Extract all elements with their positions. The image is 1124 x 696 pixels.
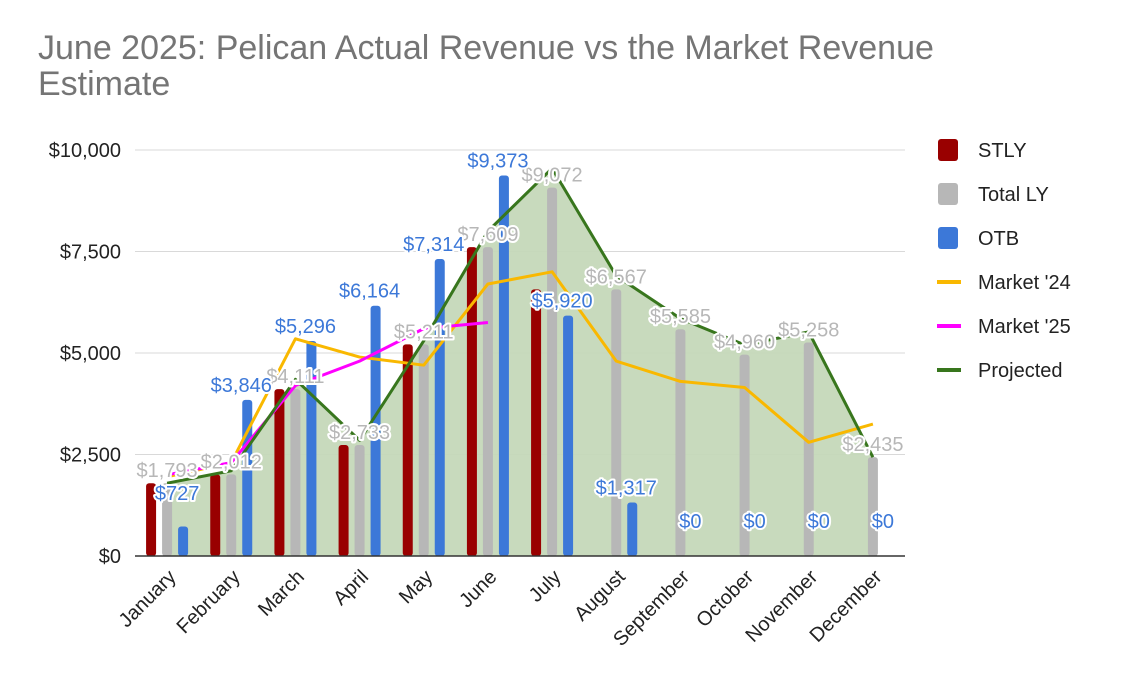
bars [146, 175, 878, 557]
projected-area [167, 168, 873, 556]
y-tick-label: $10,000 [49, 140, 121, 162]
y-tick-label: $5,000 [60, 343, 121, 365]
data-label-otb: $0 [872, 511, 894, 533]
data-label-total-ly: $7,609 [457, 224, 518, 246]
x-tick-label: March [254, 566, 309, 621]
bar-total-ly-september [675, 329, 686, 556]
legend-swatch-stly [938, 139, 958, 161]
data-label-otb: $5,296 [275, 316, 336, 338]
projected-area-fill [167, 168, 873, 556]
bar-otb-june [498, 175, 509, 556]
data-label-total-ly: $4,111 [266, 366, 324, 388]
bar-stly-march [274, 389, 285, 556]
line-market-25 [166, 321, 489, 477]
x-tick-label: May [395, 566, 437, 608]
data-label-total-ly: $2,012 [201, 451, 262, 473]
legend-label-projected: Projected [978, 360, 1063, 382]
bar-total-ly-may [418, 344, 429, 556]
data-label-total-ly: $5,258 [778, 320, 839, 342]
legend-label-otb: OTB [978, 228, 1019, 250]
data-label-otb: $5,920 [531, 291, 592, 313]
bar-otb-july [563, 315, 574, 556]
legend-swatch-total-ly [938, 183, 958, 205]
bar-stly-may [402, 344, 413, 556]
y-tick-label: $7,500 [60, 242, 121, 264]
data-label-total-ly: $2,733 [329, 422, 390, 444]
legend: STLY Total LY OTB Market '24 Market '25 Proje… [937, 139, 1071, 382]
data-label-otb: $7,314 [403, 234, 464, 256]
chart-title: June 2025: Pelican Actual Revenue vs the… [38, 29, 934, 103]
bar-otb-april [370, 305, 381, 556]
data-label-total-ly: $4,960 [714, 332, 775, 354]
bar-total-ly-november [803, 342, 814, 556]
bar-stly-july [531, 289, 542, 556]
bar-otb-january [178, 526, 189, 556]
data-label-total-ly: $2,435 [842, 434, 903, 456]
bar-stly-january [146, 483, 157, 556]
data-label-otb: $1,317 [596, 478, 657, 500]
x-tick-label: January [115, 566, 181, 632]
bar-total-ly-january [162, 483, 173, 556]
bar-total-ly-april [354, 445, 365, 556]
bar-otb-august [627, 502, 638, 556]
lines [166, 166, 875, 485]
data-label-total-ly: $9,072 [521, 165, 582, 187]
data-labels: $1,793 $2,012 $4,111 $2,733 $5,211 $7,609 $9,0… [134, 148, 905, 535]
data-label-total-ly: $1,793 [136, 460, 197, 482]
bar-stly-june [466, 247, 477, 557]
data-label-total-ly: $5,585 [650, 306, 711, 328]
bar-total-ly-july [547, 187, 558, 556]
bar-total-ly-december [867, 457, 878, 556]
data-label-otb: $6,164 [339, 281, 400, 303]
y-tick-label: $2,500 [60, 445, 121, 467]
data-label-otb: $727 [155, 483, 200, 505]
data-label-otb: $0 [808, 511, 830, 533]
data-label-total-ly: $6,567 [586, 266, 647, 288]
x-tick-label: August [570, 566, 630, 626]
x-tick-label: July [525, 566, 566, 607]
legend-swatch-otb [938, 227, 958, 249]
line-market-24 [166, 270, 874, 479]
data-label-otb: $3,846 [211, 375, 272, 397]
data-label-otb: $0 [743, 511, 765, 533]
data-label-otb: $0 [679, 511, 701, 533]
x-tick-label: October [692, 566, 758, 632]
bar-total-ly-june [482, 247, 493, 557]
bar-total-ly-august [611, 289, 622, 556]
bar-stly-april [338, 445, 349, 556]
x-tick-label: April [329, 566, 373, 610]
bar-stly-february [210, 474, 221, 556]
bar-total-ly-march [290, 389, 301, 556]
data-label-total-ly: $5,211 [394, 321, 454, 343]
x-tick-label: February [173, 566, 245, 638]
bar-otb-may [434, 259, 445, 556]
legend-label-total-ly: Total LY [978, 184, 1049, 206]
x-tick-label: June [455, 566, 501, 612]
bar-total-ly-february [226, 474, 237, 556]
legend-label-market-24: Market '24 [978, 272, 1071, 294]
bar-otb-march [306, 340, 317, 556]
bar-total-ly-october [739, 354, 750, 556]
legend-label-stly: STLY [978, 140, 1027, 162]
y-tick-label: $0 [99, 546, 121, 568]
data-label-otb: $9,373 [467, 150, 528, 172]
line-projected [166, 166, 875, 485]
legend-label-market-25: Market '25 [978, 316, 1071, 338]
